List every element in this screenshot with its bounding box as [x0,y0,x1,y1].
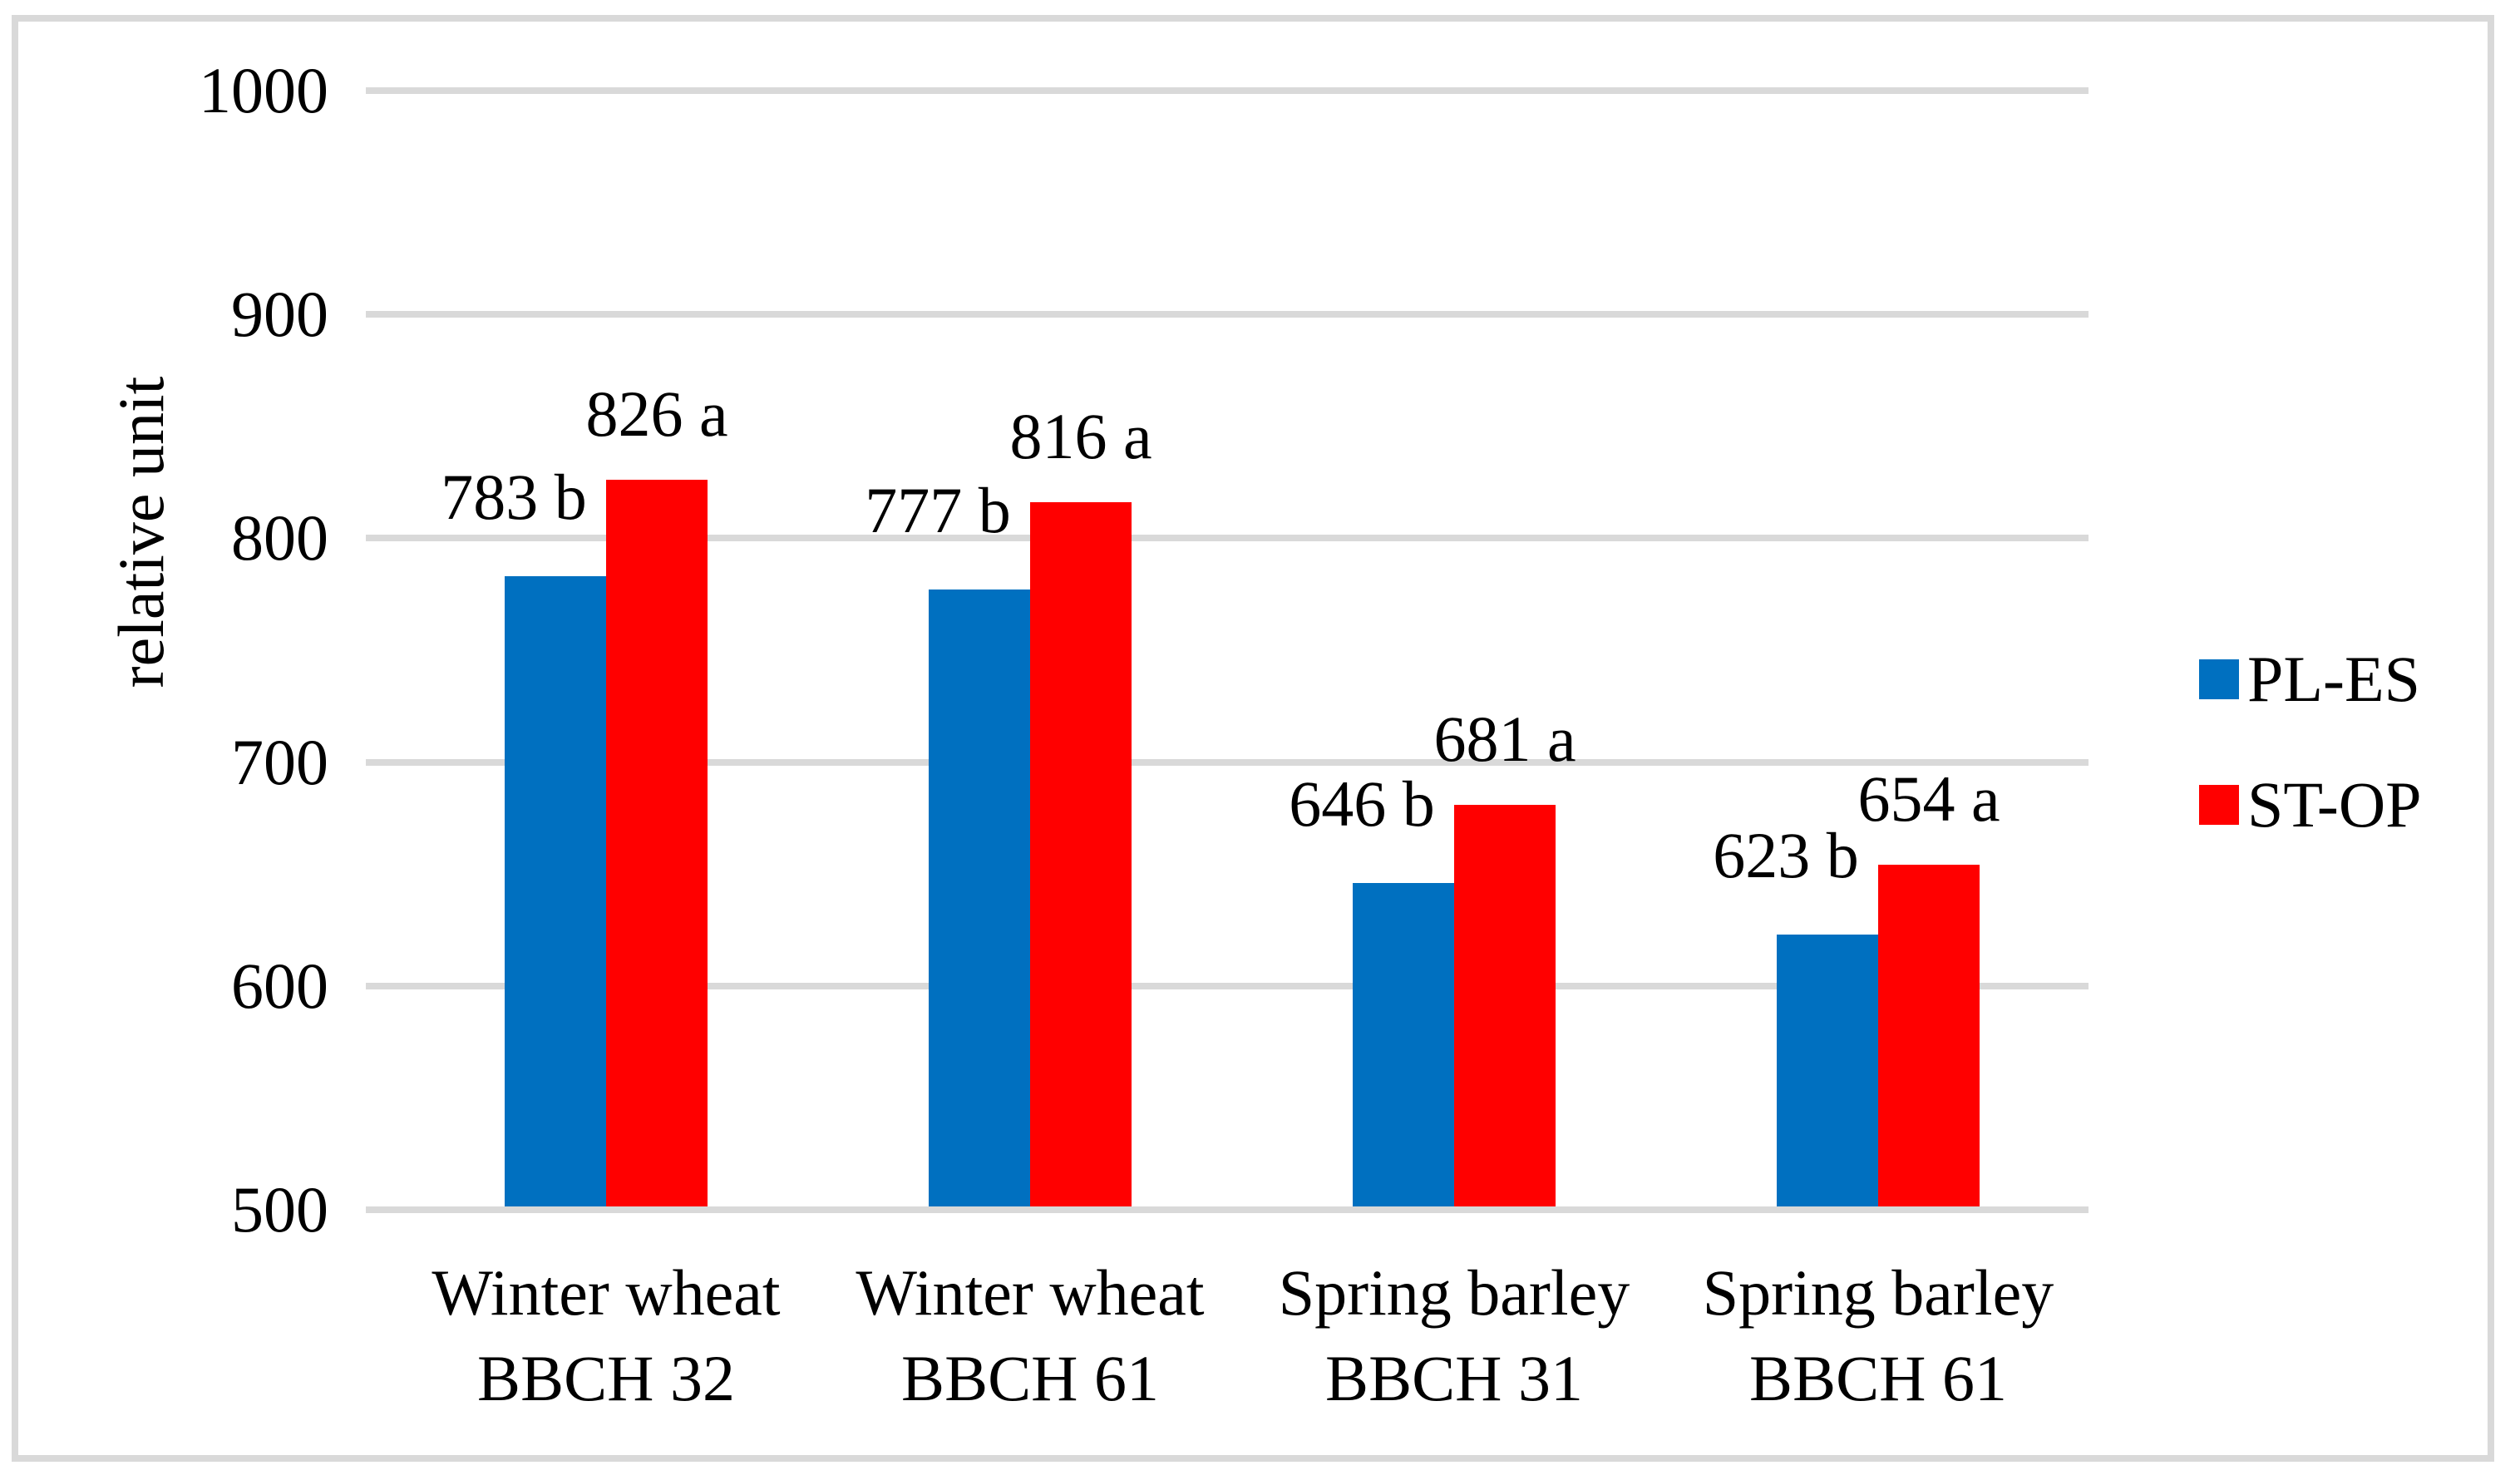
bar-pl-es-group2 [929,590,1030,1206]
category-label-line: Spring barley [1702,1256,2054,1329]
bar-st-op-group3 [1454,804,1556,1206]
category-label-line: BBCH 61 [1749,1342,2007,1414]
category-label-line: BBCH 32 [477,1342,735,1414]
data-label-st-op-group1: 826 a [585,377,728,451]
y-tick-label-1000: 1000 [199,53,328,126]
bar-st-op-group1 [606,480,708,1206]
y-tick-label-600: 600 [231,949,328,1022]
data-label-st-op-group3: 681 a [1433,702,1576,775]
gridline-700 [366,758,2088,766]
legend-label-pl-es: PL-ES [2247,643,2421,715]
bar-pl-es-group1 [505,576,606,1206]
chart-outer-frame [12,15,2494,1462]
category-label-line: Spring barley [1278,1256,1630,1329]
data-label-pl-es-group4: 623 b [1713,818,1859,891]
bar-pl-es-group4 [1777,934,1878,1206]
y-tick-label-700: 700 [231,725,328,798]
category-label-group1: Winter wheat BBCH 32 [340,1250,872,1421]
category-label-line: BBCH 61 [901,1342,1159,1414]
data-label-st-op-group2: 816 a [1009,400,1152,473]
gridline-1000 [366,86,2088,94]
data-label-st-op-group4: 654 a [1857,762,2000,836]
category-label-line: Winter wheat [432,1256,781,1329]
legend-color-swatch-icon [2199,659,2239,699]
category-label-group3: Spring barley BBCH 31 [1188,1250,1720,1421]
data-label-pl-es-group2: 777 b [865,474,1011,547]
category-label-line: BBCH 31 [1325,1342,1583,1414]
category-label-line: Winter wheat [856,1256,1205,1329]
y-tick-label-800: 800 [231,501,328,575]
bar-st-op-group4 [1878,865,1980,1206]
gridline-600 [366,982,2088,989]
y-tick-label-900: 900 [231,278,328,350]
gridline-500 [366,1206,2088,1213]
y-axis-title: relative unit [105,376,177,688]
bar-pl-es-group3 [1353,882,1454,1206]
y-tick-label-500: 500 [231,1173,328,1246]
category-label-group4: Spring barley BBCH 61 [1612,1250,2144,1421]
gridline-900 [366,311,2088,318]
data-label-pl-es-group1: 783 b [441,461,587,534]
legend-label-st-op: ST-OP [2247,768,2422,841]
bar-st-op-group2 [1030,502,1132,1206]
data-label-pl-es-group3: 646 b [1289,767,1435,840]
legend-color-swatch-icon [2199,785,2239,825]
category-label-group2: Winter wheat BBCH 61 [764,1250,1296,1421]
gridline-800 [366,535,2088,542]
